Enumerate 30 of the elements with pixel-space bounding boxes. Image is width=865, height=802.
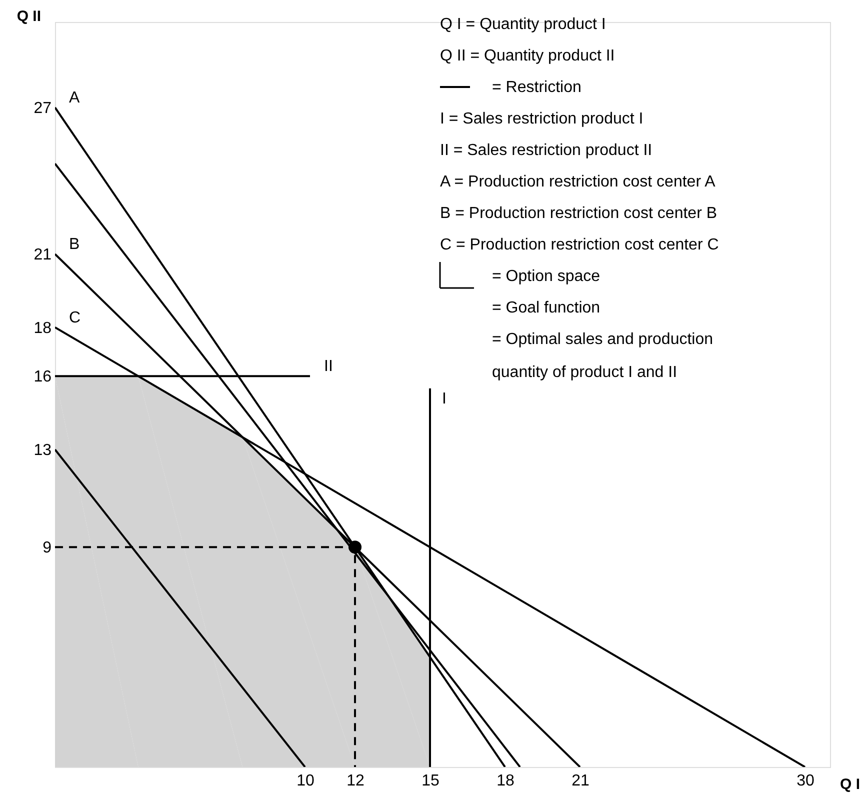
y-axis-title: Q II bbox=[16, 8, 41, 25]
x-tick-label: 12 bbox=[346, 772, 364, 790]
series-label: II bbox=[324, 358, 333, 376]
series-label: A bbox=[69, 89, 80, 106]
annotation: I = Sales restriction product I bbox=[440, 110, 644, 128]
y-tick-label: 9 bbox=[42, 540, 52, 557]
y-tick-label: 13 bbox=[34, 442, 52, 459]
annotation: C = Production restriction cost center C bbox=[440, 236, 719, 254]
annotation: = Restriction bbox=[492, 79, 582, 96]
series-label: B bbox=[69, 236, 80, 254]
series-label: I bbox=[442, 390, 446, 408]
series-label: C bbox=[69, 309, 81, 326]
annotation: II = Sales restriction product II bbox=[440, 142, 652, 159]
annotation: A = Production restriction cost center A bbox=[440, 174, 716, 190]
annotation: = Goal function bbox=[492, 300, 600, 316]
x-axis-title: Q I bbox=[840, 776, 860, 793]
y-tick-label: 27 bbox=[34, 100, 52, 117]
y-tick-label: 16 bbox=[34, 368, 52, 386]
x-tick-label: 21 bbox=[572, 772, 590, 790]
annotation: Q II = Quantity product II bbox=[440, 48, 615, 64]
annotation: Q I = Quantity product I bbox=[440, 16, 606, 33]
x-tick-label: 10 bbox=[296, 772, 314, 790]
x-tick-label: 30 bbox=[796, 772, 814, 790]
x-tick-label: 15 bbox=[422, 772, 440, 790]
y-tick-label: 21 bbox=[34, 246, 52, 264]
annotation: = Optimal sales and production quantity of product I and II bbox=[492, 331, 714, 381]
x-tick-label: 18 bbox=[496, 772, 514, 790]
annotation: B = Production restriction cost center B bbox=[440, 205, 718, 222]
y-tick-label: 18 bbox=[34, 320, 52, 337]
annotation: = Option space bbox=[492, 268, 600, 285]
